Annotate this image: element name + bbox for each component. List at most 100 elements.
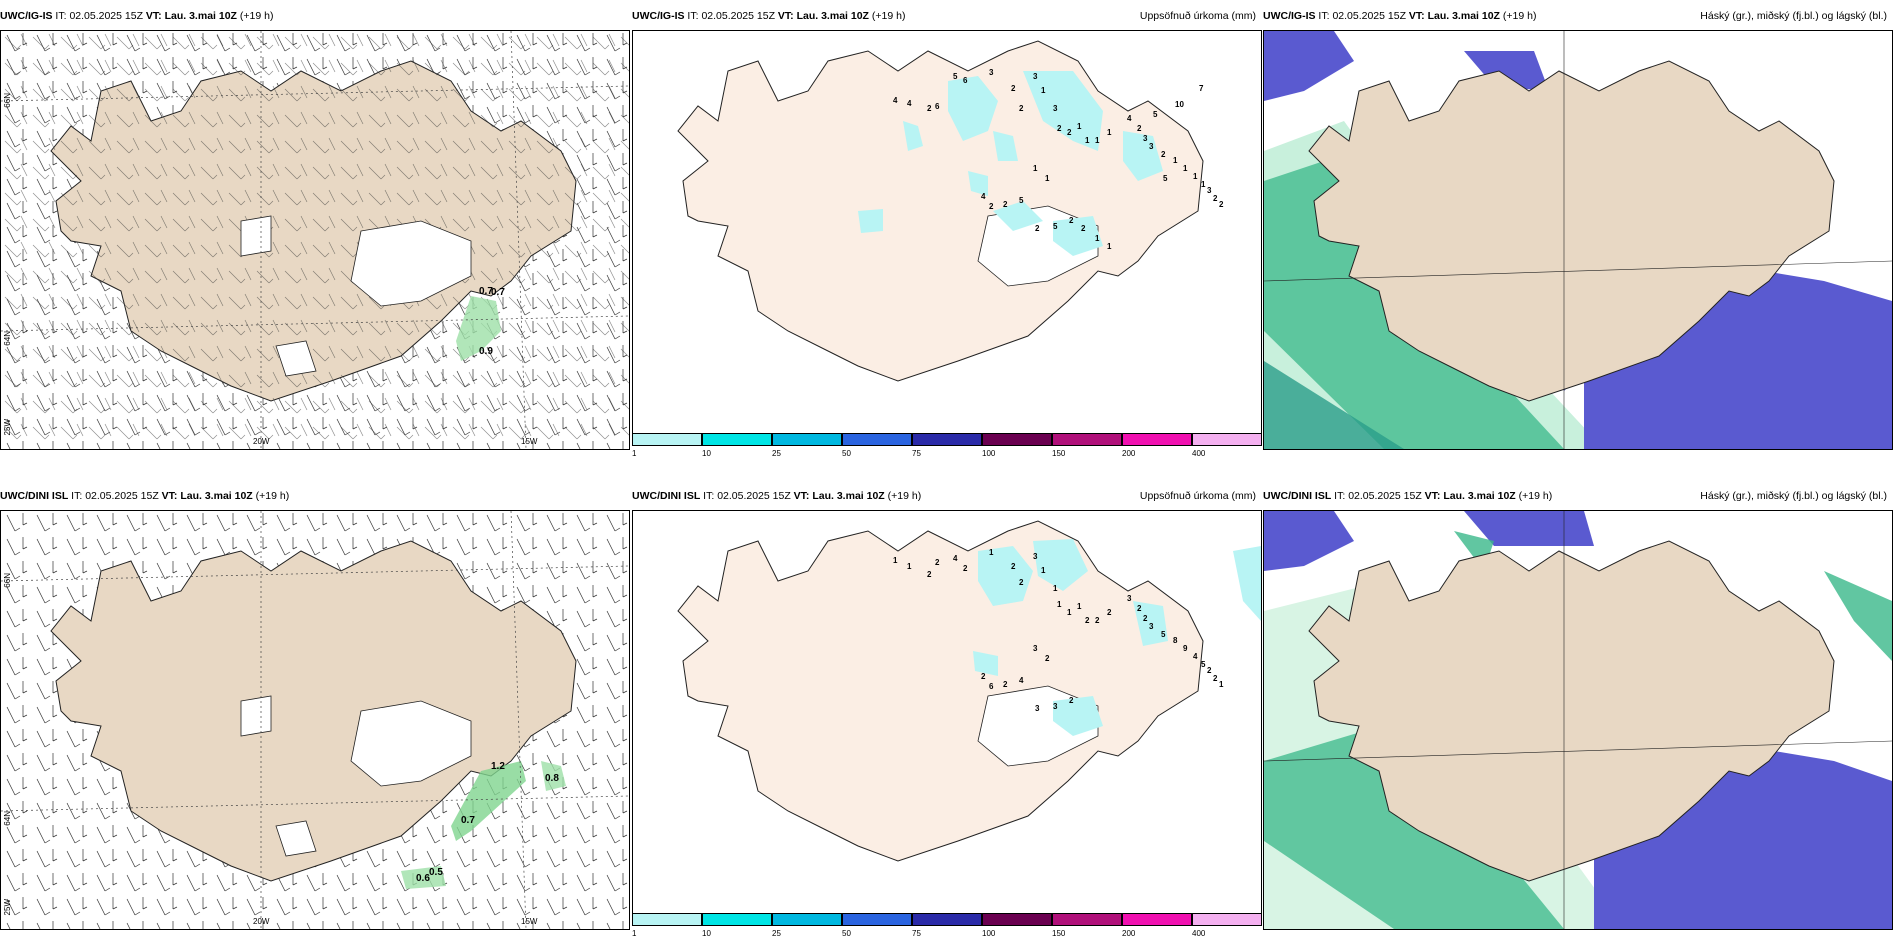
precip-amount: 3 bbox=[1143, 134, 1148, 143]
iceland-land bbox=[677, 520, 1204, 862]
precip-amount: 5 bbox=[1163, 174, 1168, 183]
precip-amount: 4 bbox=[893, 96, 898, 105]
colorbar-swatch bbox=[702, 433, 772, 446]
precip-amount: 6 bbox=[989, 682, 994, 691]
colorbar-swatch bbox=[1192, 433, 1262, 446]
precip-amount: 3 bbox=[1207, 186, 1212, 195]
precip-amount: 1 bbox=[1183, 164, 1188, 173]
precip-amount: 2 bbox=[1069, 696, 1074, 705]
precip-amount: 3 bbox=[1053, 104, 1058, 113]
precip-amount: 2 bbox=[1011, 562, 1016, 571]
precip-amount: 2 bbox=[1003, 200, 1008, 209]
precip-map: 4 4 2 6 5 6 3 2 3 2 1 3 2 2 1 1 1 1 4 2 3 3 2 1 1 1 1 3 2 2 5 7 10 5 1 1 4 2 2… bbox=[632, 30, 1262, 434]
colorbar-tick: 1 bbox=[632, 929, 637, 938]
precip-title: Uppsöfnuð úrkoma (mm) bbox=[1139, 490, 1256, 502]
colorbar-tick: 400 bbox=[1192, 449, 1206, 458]
precip-amount: 2 bbox=[1095, 616, 1100, 625]
precip-title: Uppsöfnuð úrkoma (mm) bbox=[1139, 10, 1256, 22]
precip-amount: 5 bbox=[953, 72, 958, 81]
colorbar-swatch bbox=[1052, 433, 1122, 446]
colorbar-tick: 75 bbox=[912, 929, 921, 938]
precip-amount: 1 bbox=[1219, 680, 1224, 689]
precip-amount: 2 bbox=[1067, 128, 1072, 137]
colorbar-swatch bbox=[842, 913, 912, 926]
lat-label: 64N bbox=[3, 811, 12, 826]
precip-amount: 2 bbox=[927, 570, 932, 579]
colorbar-swatch bbox=[982, 913, 1052, 926]
precip-amount: 1 bbox=[1095, 234, 1100, 243]
colorbar-swatch bbox=[982, 433, 1052, 446]
gust-value: 0.7 bbox=[491, 287, 505, 298]
colorbar-tick: 100 bbox=[982, 449, 996, 458]
colorbar-tick: 200 bbox=[1122, 929, 1136, 938]
precip-amount: 1 bbox=[1067, 608, 1072, 617]
precip-amount: 1 bbox=[907, 562, 912, 571]
precip-amount: 2 bbox=[989, 202, 994, 211]
panel-header: UWC/IG-IS IT: 02.05.2025 15Z VT: Lau. 3.… bbox=[632, 10, 1256, 22]
colorbar-swatch bbox=[1122, 913, 1192, 926]
lon-label: 20W bbox=[253, 917, 270, 926]
precip-amount: 3 bbox=[1127, 594, 1132, 603]
gust-value: 0.8 bbox=[545, 773, 559, 784]
precip-amount: 6 bbox=[963, 76, 968, 85]
precip-amount: 2 bbox=[1069, 216, 1074, 225]
precip-amount: 2 bbox=[1219, 200, 1224, 209]
colorbar-swatch bbox=[1052, 913, 1122, 926]
colorbar-swatch bbox=[912, 913, 982, 926]
cloud-panel-row1: UWC/IG-IS IT: 02.05.2025 15Z VT: Lau. 3.… bbox=[1263, 0, 1893, 450]
precip-panel-row1: UWC/IG-IS IT: 02.05.2025 15Z VT: Lau. 3.… bbox=[632, 0, 1262, 458]
precip-amount: 4 bbox=[907, 99, 912, 108]
lat-label: 64N bbox=[3, 331, 12, 346]
precip-amount: 2 bbox=[1137, 604, 1142, 613]
precip-amount: 3 bbox=[1149, 142, 1154, 151]
precip-amount: 2 bbox=[1019, 578, 1024, 587]
lon-label: 20W bbox=[253, 437, 270, 446]
precip-amount: 2 bbox=[1011, 84, 1016, 93]
precip-amount: 1 bbox=[1041, 566, 1046, 575]
lon-label: 15W bbox=[521, 437, 538, 446]
precip-amount: 2 bbox=[927, 104, 932, 113]
colorbar-tick: 400 bbox=[1192, 929, 1206, 938]
precip-amount: 4 bbox=[1019, 676, 1024, 685]
colorbar-swatch bbox=[772, 433, 842, 446]
precip-amount: 3 bbox=[1033, 72, 1038, 81]
colorbar-swatch bbox=[632, 913, 702, 926]
colorbar-tick: 100 bbox=[982, 929, 996, 938]
precip-panel-row2: UWC/DINI ISL IT: 02.05.2025 15Z VT: Lau.… bbox=[632, 480, 1262, 938]
precip-amount: 1 bbox=[1045, 174, 1050, 183]
iceland-land bbox=[677, 40, 1204, 382]
colorbar-tick: 50 bbox=[842, 449, 851, 458]
precip-amount: 5 bbox=[1161, 630, 1166, 639]
colorbar-tick: 150 bbox=[1052, 929, 1066, 938]
precip-amount: 4 bbox=[981, 192, 986, 201]
colorbar-swatch bbox=[1122, 433, 1192, 446]
gust-value: 0.6 bbox=[416, 873, 430, 884]
gust-value: 0.9 bbox=[479, 346, 493, 357]
precip-amount: 1 bbox=[1041, 86, 1046, 95]
precip-amount: 2 bbox=[1045, 654, 1050, 663]
gust-value: 0.5 bbox=[429, 867, 443, 878]
colorbar-tick: 10 bbox=[702, 449, 711, 458]
colorbar-tick: 200 bbox=[1122, 449, 1136, 458]
precip-amount: 1 bbox=[1107, 242, 1112, 251]
cloud-map bbox=[1263, 510, 1893, 930]
precip-amount: 1 bbox=[1095, 136, 1100, 145]
colorbar-tick: 10 bbox=[702, 929, 711, 938]
colorbar-swatch bbox=[772, 913, 842, 926]
lat-label: 66N bbox=[3, 573, 12, 588]
wind-panel-row1: UWC/IG-IS IT: 02.05.2025 15Z VT: Lau. 3.… bbox=[0, 0, 630, 450]
precip-amount: 1 bbox=[1193, 172, 1198, 181]
precip-amount: 3 bbox=[1035, 704, 1040, 713]
precip-amount: 2 bbox=[1207, 666, 1212, 675]
lon-label: 25W bbox=[3, 419, 12, 436]
precip-amount: 1 bbox=[1053, 584, 1058, 593]
cloud-panel-row2: UWC/DINI ISL IT: 02.05.2025 15Z VT: Lau.… bbox=[1263, 480, 1893, 930]
colorbar-swatch bbox=[702, 913, 772, 926]
precip-colorbar: 1 10 25 50 75 100 150 200 400 bbox=[632, 913, 1262, 938]
gust-value: 0.7 bbox=[461, 815, 475, 826]
precip-amount: 4 bbox=[1127, 114, 1132, 123]
panel-header: UWC/DINI ISL IT: 02.05.2025 15Z VT: Lau.… bbox=[0, 490, 290, 502]
precip-amount: 7 bbox=[1199, 84, 1204, 93]
iceland-land bbox=[1308, 540, 1835, 882]
